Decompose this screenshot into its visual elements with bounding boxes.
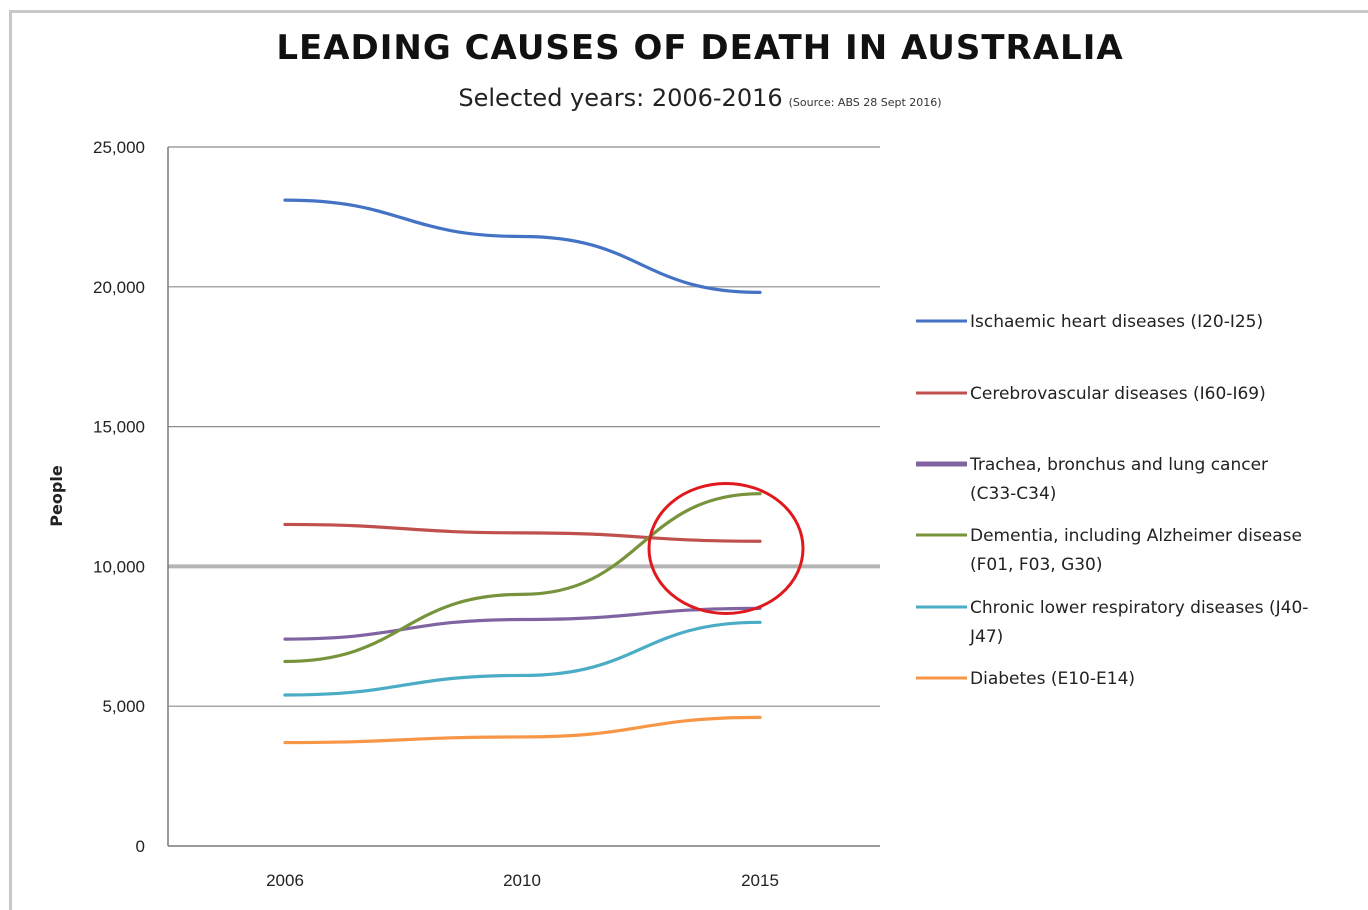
legend-label: Trachea, bronchus and lung cancer bbox=[969, 455, 1268, 475]
y-tick-label: 25,000 bbox=[93, 138, 145, 157]
source-note: (Source: ABS 28 Sept 2016) bbox=[788, 96, 942, 109]
y-tick-label: 15,000 bbox=[93, 418, 145, 437]
series-line-1 bbox=[283, 522, 762, 543]
x-tick-label: 2010 bbox=[503, 871, 541, 890]
legend-label: Chronic lower respiratory diseases (J40- bbox=[970, 598, 1308, 618]
x-tick-label: 2006 bbox=[266, 871, 304, 890]
chart-subtitle: Selected years: 2006-2016 bbox=[458, 84, 783, 112]
y-axis-label: People bbox=[47, 465, 66, 527]
y-tick-label: 20,000 bbox=[93, 278, 145, 297]
series-line-2 bbox=[283, 606, 762, 641]
legend-label: Dementia, including Alzheimer disease bbox=[970, 526, 1302, 546]
y-tick-label: 0 bbox=[136, 837, 145, 856]
chart-subtitle-row: Selected years: 2006-2016 (Source: ABS 28… bbox=[0, 84, 1368, 112]
series-line-0 bbox=[283, 198, 762, 294]
series-line-5 bbox=[283, 715, 762, 745]
highlight-circle bbox=[647, 481, 805, 615]
chart-frame bbox=[9, 10, 1368, 910]
y-tick-label: 10,000 bbox=[93, 557, 145, 576]
x-tick-label: 2015 bbox=[741, 871, 779, 890]
legend-label: Cerebrovascular diseases (I60-I69) bbox=[970, 384, 1266, 404]
legend-label: J47) bbox=[969, 627, 1003, 647]
legend-label: Diabetes (E10-E14) bbox=[970, 669, 1135, 689]
legend-label: (C33-C34) bbox=[970, 484, 1056, 504]
y-tick-label: 5,000 bbox=[102, 697, 145, 716]
legend-label: Ischaemic heart diseases (I20-I25) bbox=[970, 312, 1263, 332]
series-line-3 bbox=[283, 492, 762, 664]
chart-title: LEADING CAUSES OF DEATH IN AUSTRALIA bbox=[276, 28, 1124, 68]
legend-label: (F01, F03, G30) bbox=[970, 555, 1103, 575]
series-line-4 bbox=[283, 620, 762, 697]
